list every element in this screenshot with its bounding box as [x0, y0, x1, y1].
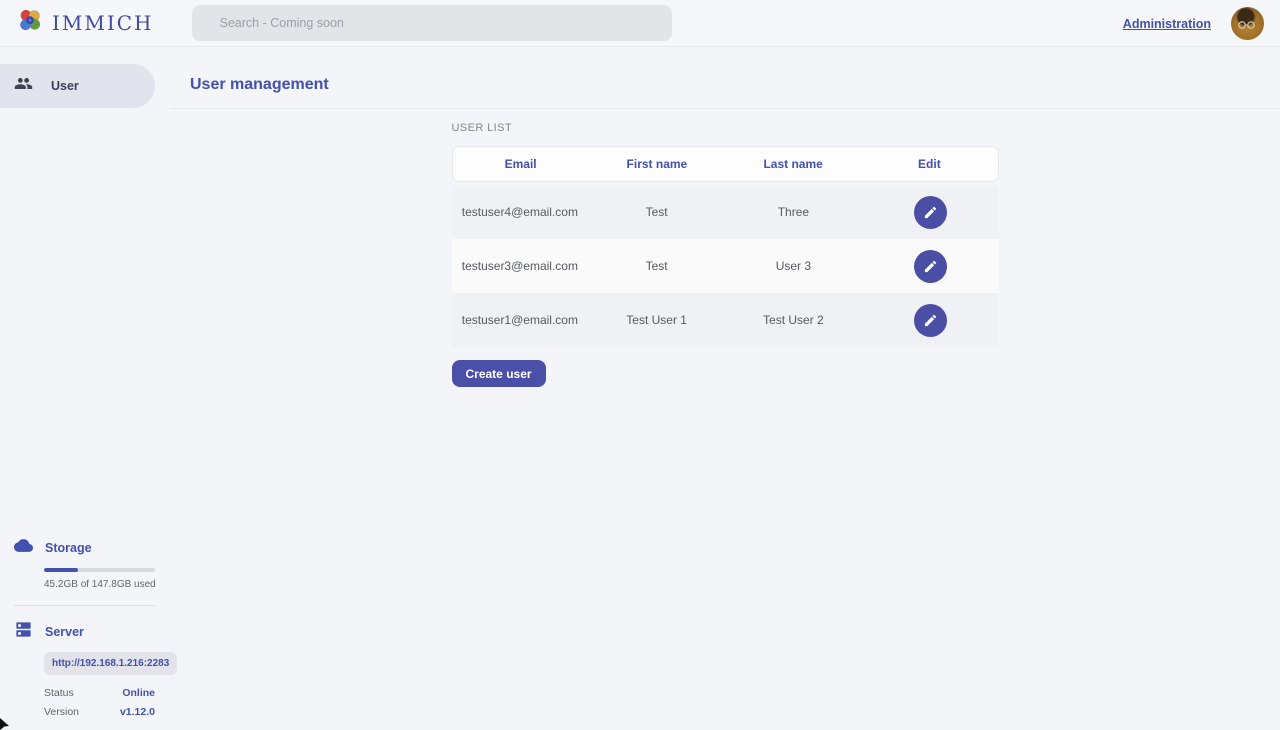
table-body: testuser4@email.com Test Three t — [451, 185, 999, 347]
status-value: Online — [122, 687, 155, 699]
pencil-icon — [924, 206, 936, 218]
page-title: User management — [190, 76, 329, 93]
create-user-button[interactable]: Create user — [451, 360, 546, 387]
glasses-decoration — [1238, 21, 1255, 29]
server-title: Server — [45, 625, 84, 639]
users-icon — [14, 74, 33, 98]
server-section-header: Server — [0, 620, 170, 644]
column-first-name: First name — [626, 157, 688, 171]
pencil-icon — [924, 260, 936, 272]
brand[interactable]: IMMICH — [16, 7, 154, 40]
cell-first-name: Test — [645, 259, 668, 273]
sidebar-item-user-label: User — [51, 79, 79, 93]
storage-progress-bar — [44, 568, 155, 572]
version-label: Version — [44, 706, 80, 718]
sidebar-divider — [14, 605, 155, 606]
search-input[interactable] — [191, 5, 672, 41]
cell-email: testuser1@email.com — [461, 313, 578, 327]
table-row: testuser3@email.com Test User 3 — [451, 239, 999, 293]
cloud-icon — [14, 536, 33, 560]
status-label: Status — [44, 687, 74, 699]
mouse-cursor — [0, 718, 9, 730]
main-content: User management USER LIST Email First na… — [170, 47, 1280, 730]
cell-first-name: Test User 1 — [626, 313, 687, 327]
server-status-row: Status Online — [44, 687, 155, 699]
user-table: Email First name Last name Edit testuser… — [451, 146, 999, 347]
cell-first-name: Test — [645, 205, 668, 219]
pencil-icon — [924, 314, 936, 326]
sidebar-footer: Storage 45.2GB of 147.8GB used Server ht… — [0, 536, 178, 718]
dns-server-icon — [14, 620, 33, 644]
cell-last-name: Three — [777, 205, 810, 219]
server-url: http://192.168.1.216:2283 — [44, 652, 178, 675]
administration-link[interactable]: Administration — [1122, 16, 1211, 31]
app-title: IMMICH — [52, 11, 154, 35]
user-avatar[interactable] — [1231, 7, 1264, 40]
immich-flower-icon — [16, 7, 44, 40]
table-row: testuser1@email.com Test User 1 Test Use… — [451, 293, 999, 347]
storage-progress-fill — [44, 568, 78, 572]
cell-email: testuser3@email.com — [461, 259, 578, 273]
sidebar-item-user[interactable]: User — [0, 64, 155, 108]
top-header: IMMICH Administration — [0, 0, 1280, 47]
cell-last-name: Test User 2 — [763, 313, 824, 327]
sidebar: User Storage 45.2GB of 147.8GB used — [0, 47, 178, 730]
storage-title: Storage — [45, 541, 92, 555]
cell-last-name: User 3 — [775, 259, 812, 273]
column-last-name: Last name — [763, 157, 823, 171]
storage-usage-text: 45.2GB of 147.8GB used — [44, 579, 156, 590]
table-header-row: Email First name Last name Edit — [451, 146, 999, 182]
column-email: Email — [504, 157, 537, 171]
storage-section-header: Storage — [0, 536, 170, 560]
column-edit: Edit — [918, 157, 941, 171]
edit-user-button[interactable] — [913, 195, 947, 229]
server-version-row: Version v1.12.0 — [44, 706, 155, 718]
version-value: v1.12.0 — [119, 706, 155, 718]
edit-user-button[interactable] — [913, 303, 947, 337]
user-list-label: USER LIST — [451, 122, 512, 134]
cell-email: testuser4@email.com — [461, 205, 578, 219]
page-header: User management — [170, 47, 1280, 109]
table-row: testuser4@email.com Test Three — [451, 185, 999, 239]
edit-user-button[interactable] — [913, 249, 947, 283]
